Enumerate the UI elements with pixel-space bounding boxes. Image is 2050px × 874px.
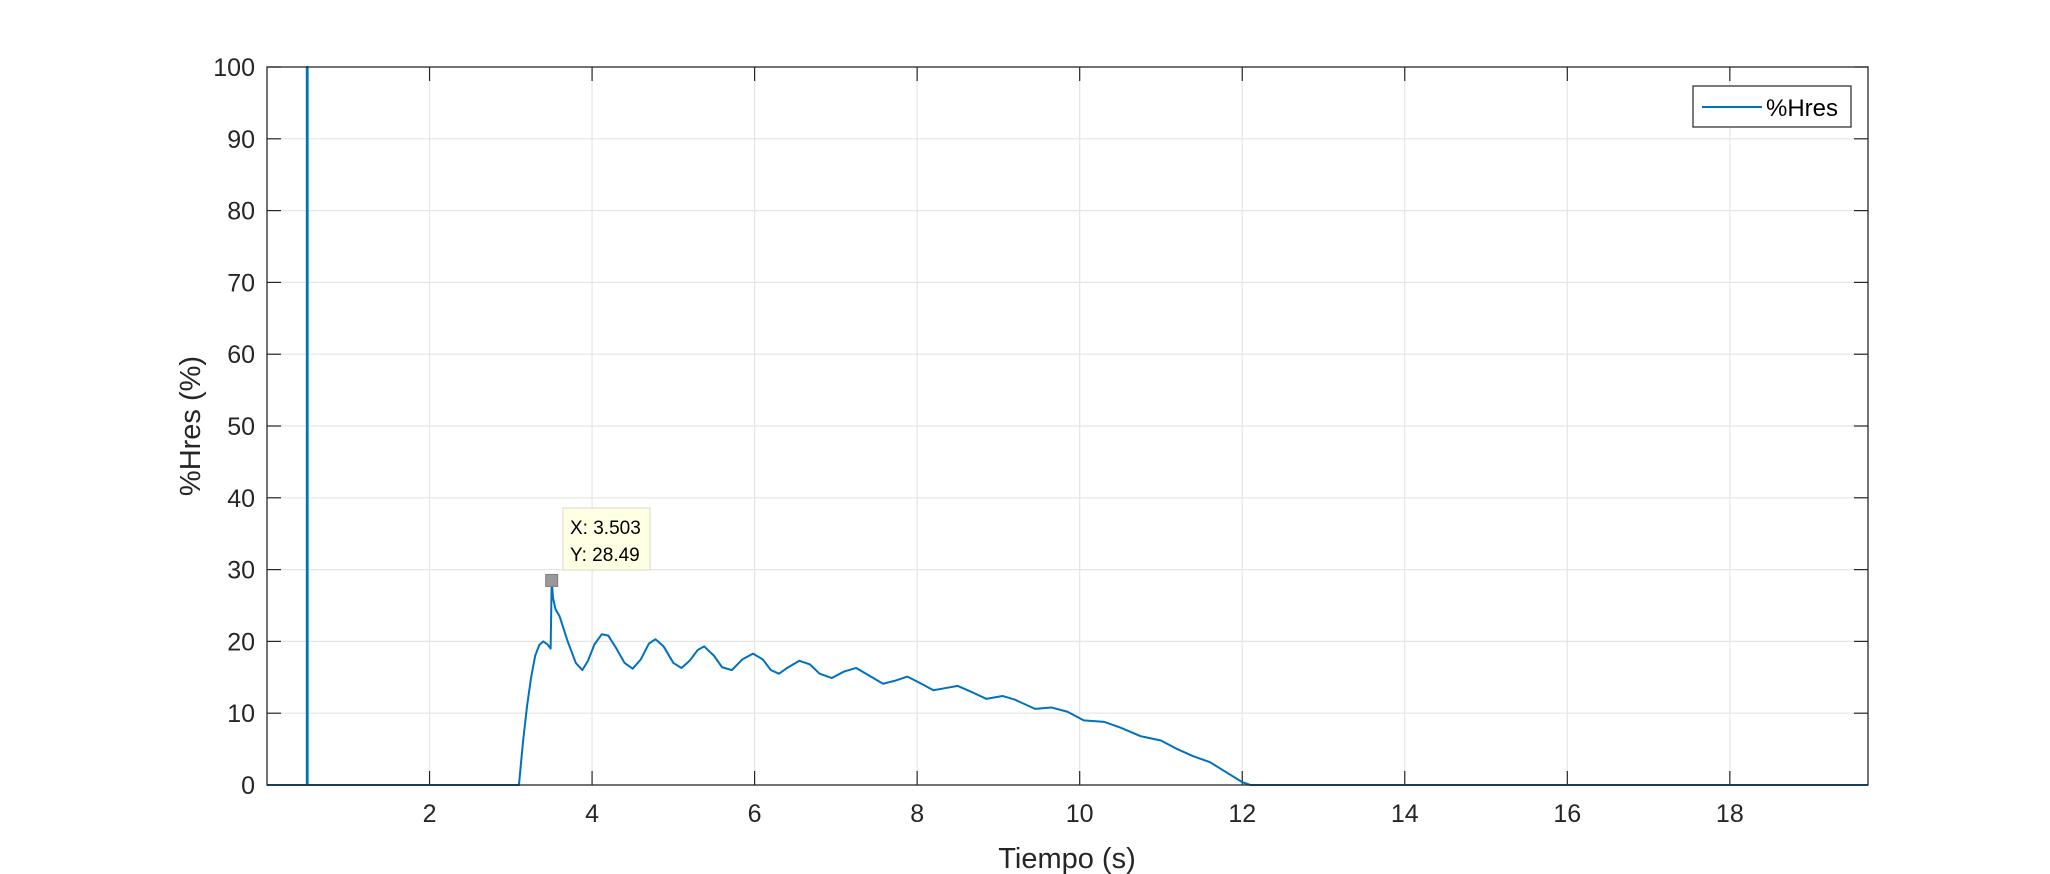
series-group	[267, 66, 1868, 786]
x-tick-label: 16	[1553, 800, 1581, 828]
x-tick-label: 10	[1066, 800, 1094, 828]
y-tick-label: 20	[227, 628, 255, 656]
x-tick-label: 14	[1391, 800, 1419, 828]
x-tick-label: 4	[585, 800, 599, 828]
x-tick-label: 18	[1716, 800, 1744, 828]
y-axis-label: %Hres (%)	[175, 356, 207, 496]
datatip-x-value: X: 3.503	[570, 518, 641, 539]
y-tick-label: 80	[227, 198, 255, 226]
y-tick-label: 40	[227, 485, 255, 513]
x-tick-label: 12	[1228, 800, 1256, 828]
datatip-box	[562, 507, 651, 571]
y-tick-label: 90	[227, 126, 255, 154]
y-tick-label: 10	[227, 700, 255, 728]
y-tick-label: 100	[213, 54, 255, 82]
x-axis-label: Tiempo (s)	[998, 843, 1136, 874]
x-tick-label: 8	[910, 800, 924, 828]
datatip-y-value: Y: 28.49	[570, 545, 640, 566]
grid-lines	[267, 67, 1868, 785]
y-tick-label: 50	[227, 413, 255, 441]
x-tick-label: 2	[423, 800, 437, 828]
y-tick-label: 60	[227, 341, 255, 369]
legend-label-hres: %Hres	[1766, 95, 1838, 122]
y-tick-label: 0	[241, 772, 255, 800]
y-tick-label: 70	[227, 269, 255, 297]
x-tick-label: 6	[748, 800, 762, 828]
legend: %Hres	[1692, 85, 1852, 128]
plot-area-frame	[266, 66, 1869, 786]
tick-labels: 2 4 6 8 10 12 14 16 18 0 10 20 30 40 50 60 70 80 90 100	[213, 54, 1743, 828]
datatip: X: 3.503 Y: 28.49	[545, 507, 651, 587]
y-tick-label: 30	[227, 557, 255, 585]
series-line-0	[267, 66, 1868, 786]
datatip-marker	[545, 573, 559, 587]
